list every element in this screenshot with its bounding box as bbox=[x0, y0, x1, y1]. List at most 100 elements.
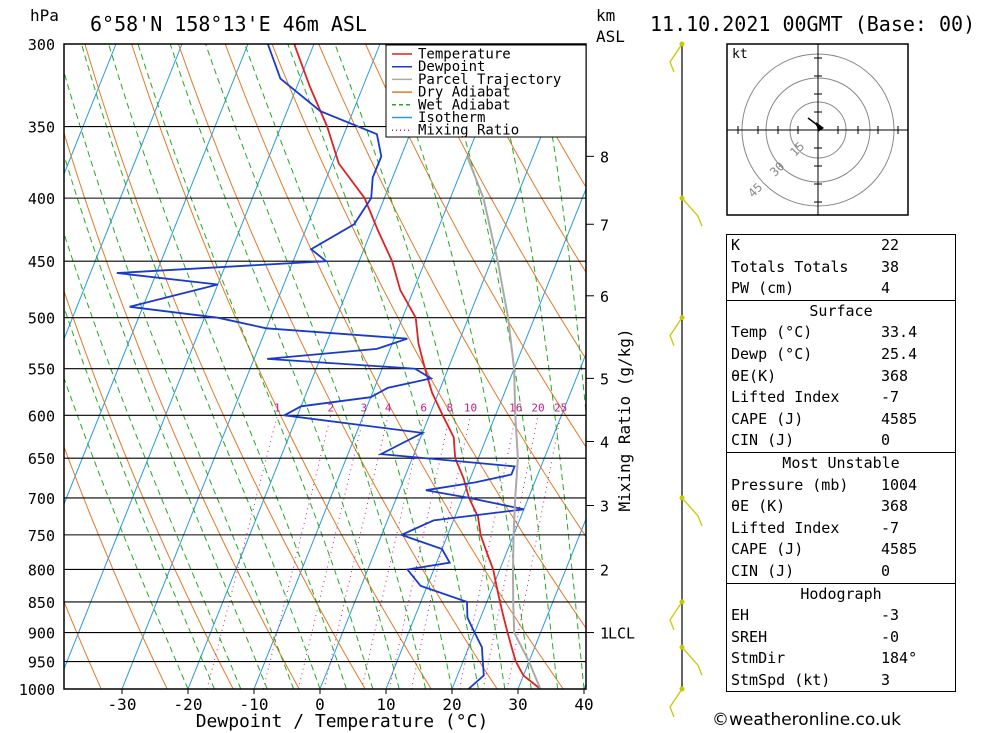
height-axis-unit-asl: ASL bbox=[596, 27, 625, 46]
index-row: Pressure (mb) 1004 bbox=[727, 475, 956, 497]
indices-hodograph: Hodograph EH -3 SREH -0 StmDir 184° StmSpd … bbox=[726, 583, 956, 692]
mixing-ratio-line bbox=[323, 415, 389, 689]
wind-barb bbox=[681, 646, 703, 676]
wet-adiabat-line bbox=[487, 44, 585, 689]
height-tick-label: 5 bbox=[600, 370, 609, 388]
pressure-tick-label: 850 bbox=[28, 594, 55, 612]
isotherm-line bbox=[187, 44, 447, 689]
pressure-tick-label: 550 bbox=[28, 361, 55, 379]
wind-barb bbox=[669, 601, 683, 631]
height-tick-label: 8 bbox=[600, 148, 609, 166]
index-label: CIN (J) bbox=[731, 561, 795, 580]
mixing-ratio-label: 3 bbox=[361, 401, 368, 414]
wind-barb bbox=[669, 43, 683, 73]
wet-adiabat-line bbox=[535, 44, 586, 419]
index-value: 38 bbox=[881, 257, 900, 276]
x-axis-label: Dewpoint / Temperature (°C) bbox=[196, 711, 489, 732]
pressure-tick-label: 600 bbox=[28, 407, 55, 425]
pressure-tick-label: 350 bbox=[28, 119, 55, 137]
mixing-ratio-line bbox=[482, 415, 539, 689]
legend-label: Parcel Trajectory bbox=[418, 72, 561, 88]
sounding-datetime: 11.10.2021 00GMT (Base: 00) bbox=[650, 12, 976, 36]
index-value: 22 bbox=[881, 236, 900, 254]
index-label: PW (cm) bbox=[731, 279, 795, 298]
index-value: 4 bbox=[881, 279, 891, 298]
legend-label: Wet Adiabat bbox=[418, 97, 511, 113]
pressure-tick-label: 900 bbox=[28, 625, 55, 643]
index-value: -7 bbox=[881, 518, 900, 537]
lcl-label: LCL bbox=[608, 625, 635, 643]
pressure-tick-label: 300 bbox=[28, 36, 55, 54]
index-row: PW (cm) 4 bbox=[727, 278, 956, 300]
pressure-tick-label: 1000 bbox=[19, 681, 55, 699]
temperature-tick-label: -10 bbox=[240, 695, 269, 714]
mixing-ratio-label: 8 bbox=[446, 401, 453, 414]
temperature-line bbox=[293, 44, 541, 689]
temperature-tick-label: 30 bbox=[508, 695, 527, 714]
mixing-ratio-line bbox=[206, 415, 278, 689]
index-value: -3 bbox=[881, 606, 900, 625]
pressure-axis-unit: hPa bbox=[30, 6, 59, 25]
index-value: 0 bbox=[881, 431, 891, 450]
index-value: 184° bbox=[881, 649, 918, 668]
index-row: θE (K) 368 bbox=[727, 496, 956, 518]
wet-adiabat-line bbox=[244, 44, 453, 689]
isobars bbox=[64, 43, 586, 690]
section-title-surface: Surface bbox=[809, 301, 873, 320]
index-row: Lifted Index -7 bbox=[727, 387, 956, 409]
pressure-tick-label: 450 bbox=[28, 253, 55, 271]
station-location: 6°58'N 158°13'E 46m ASL bbox=[90, 12, 367, 36]
index-value: 368 bbox=[881, 497, 909, 516]
hodograph-unit: kt bbox=[732, 47, 748, 62]
index-label: StmSpd (kt) bbox=[731, 670, 831, 689]
copyright: ©weatheronline.co.uk bbox=[712, 710, 902, 730]
pressure-tick-label: 700 bbox=[28, 490, 55, 508]
index-value: 4585 bbox=[881, 409, 918, 428]
index-label: CAPE (J) bbox=[731, 540, 804, 559]
wet-adiabat-line bbox=[64, 231, 242, 689]
index-label: CAPE (J) bbox=[731, 409, 804, 428]
y-axis-label-mixing-ratio: Mixing Ratio (g/kg) bbox=[615, 328, 634, 511]
index-label: SREH bbox=[731, 627, 768, 646]
indices-top: K 22 Totals Totals 38 PW (cm) 4 bbox=[726, 234, 956, 301]
section-title-most-unstable: Most Unstable bbox=[782, 453, 900, 472]
legend-label: Dry Adiabat bbox=[418, 85, 511, 101]
isotherm-line bbox=[64, 44, 315, 671]
dewpoint-line bbox=[116, 44, 525, 689]
isotherm-line bbox=[319, 44, 579, 689]
wind-barb bbox=[669, 688, 683, 718]
index-row: Lifted Index -7 bbox=[727, 518, 956, 540]
wet-adiabat-line bbox=[64, 305, 215, 689]
temperature-tick-label: -20 bbox=[174, 695, 203, 714]
pressure-tick-labels: 300 350 400 450 500 550 600 650 700 750 800 850 900 9… bbox=[19, 36, 55, 699]
height-tick-label: 3 bbox=[600, 498, 609, 516]
pressure-tick-label: 750 bbox=[28, 527, 55, 545]
temperature-tick-label: 40 bbox=[574, 695, 593, 714]
mixing-ratio-label: 4 bbox=[385, 401, 392, 414]
index-label: θE (K) bbox=[731, 497, 786, 516]
profiles bbox=[116, 44, 542, 689]
height-tick-label: 4 bbox=[600, 433, 609, 451]
pressure-tick-label: 800 bbox=[28, 561, 55, 579]
index-label: Temp (°C) bbox=[731, 323, 813, 342]
index-value: 4585 bbox=[881, 540, 918, 559]
mixing-ratio-label: 2 bbox=[327, 401, 334, 414]
index-row: EH -3 bbox=[727, 605, 956, 627]
index-row: Dewp (°C) 25.4 bbox=[727, 344, 956, 366]
isotherm-line bbox=[64, 44, 117, 176]
dry-adiabat-line bbox=[271, 44, 586, 629]
wet-adiabat-line bbox=[205, 44, 427, 689]
height-axis-unit-km: km bbox=[596, 6, 616, 25]
index-row: CAPE (J) 4585 bbox=[727, 539, 956, 561]
index-row: CIN (J) 0 bbox=[727, 561, 956, 583]
dry-adiabat-line bbox=[64, 445, 168, 689]
legend-label: Mixing Ratio bbox=[418, 123, 519, 139]
pressure-tick-label: 500 bbox=[28, 310, 55, 328]
mixing-ratio-label: 10 bbox=[464, 401, 477, 414]
wind-profile bbox=[669, 41, 703, 718]
wind-barb bbox=[681, 197, 703, 227]
mixing-ratio-line bbox=[388, 415, 451, 689]
height-tick-label: 1 bbox=[600, 625, 609, 643]
index-value: 3 bbox=[881, 670, 891, 689]
index-label: θE(K) bbox=[731, 366, 777, 385]
